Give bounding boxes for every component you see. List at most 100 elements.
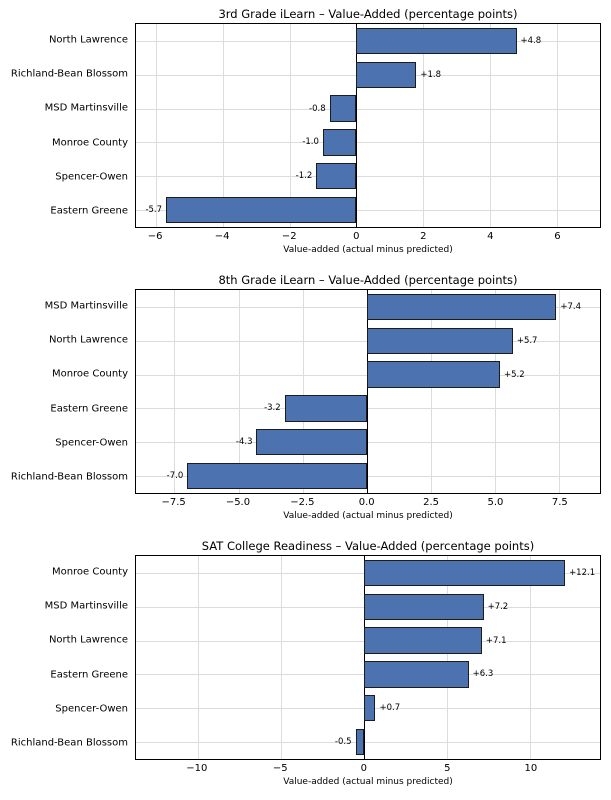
x-tick-label: 6: [554, 231, 561, 242]
y-axis-label: Richland-Bean Blossom: [10, 737, 128, 749]
chart-body: MSD Martinsville North Lawrence Monroe Cou…: [0, 289, 611, 494]
x-tick-label: 0.0: [358, 497, 375, 508]
bar: [366, 327, 513, 354]
gridline: [156, 24, 158, 227]
bar: [166, 196, 357, 224]
x-axis-title: Value-added (actual minus predicted): [283, 777, 453, 787]
value-label: +12.1: [569, 567, 596, 578]
x-tick-label: 2: [420, 231, 427, 242]
chart-title: 8th Grade iLearn – Value-Added (percenta…: [218, 273, 518, 287]
chart-sat-college-readiness: SAT College Readiness – Value-Added (per…: [0, 532, 611, 798]
bar: [329, 95, 357, 122]
gridline: [446, 556, 448, 759]
zero-line: [363, 556, 365, 759]
x-tick-label: −7.5: [161, 497, 186, 508]
bar: [316, 163, 357, 190]
plot-area: +4.8 +1.8 -0.8 -1.0 -1.2 -5.7: [135, 23, 601, 228]
gridline: [494, 290, 496, 493]
y-axis-label: MSD Martinsville: [44, 102, 128, 114]
bar: [363, 627, 482, 654]
gridline: [556, 24, 558, 227]
x-tick-label: 7.5: [551, 497, 568, 508]
x-tick-label: −6: [147, 231, 163, 242]
bar: [187, 462, 367, 490]
bar: [322, 129, 357, 156]
gridline: [136, 108, 600, 110]
gridline: [489, 24, 491, 227]
x-tick-label: 0: [360, 763, 367, 774]
y-axis-label: Eastern Greene: [50, 205, 128, 217]
bar: [366, 361, 500, 388]
x-tick-label: −10: [186, 763, 208, 774]
bar: [355, 728, 364, 756]
y-axis-labels: Monroe County MSD Martinsville North Lawre…: [0, 555, 135, 760]
y-axis-label: MSD Martinsville: [44, 600, 128, 612]
gridline: [222, 24, 224, 227]
chart-3rd-grade-ilearn: 3rd Grade iLearn – Value-Added (percenta…: [0, 0, 611, 266]
value-label: -0.5: [334, 737, 352, 748]
plot-area: +7.4 +5.7 +5.2 -3.2 -4.3 -7.0: [135, 289, 601, 494]
y-axis-label: Spencer-Owen: [55, 437, 128, 449]
gridline: [136, 176, 600, 178]
value-label: -4.3: [235, 437, 253, 448]
bar: [356, 61, 417, 88]
y-axis-label: North Lawrence: [48, 34, 128, 46]
bar: [363, 559, 566, 587]
y-axis-label: North Lawrence: [48, 634, 128, 646]
x-tick-label: −5.0: [225, 497, 251, 508]
y-axis-label: Monroe County: [51, 368, 128, 380]
x-tick-label: 0: [353, 231, 360, 242]
gridline: [136, 408, 600, 410]
chart-title: SAT College Readiness – Value-Added (per…: [201, 539, 535, 553]
value-label: -1.2: [295, 171, 313, 182]
y-axis-label: MSD Martinsville: [44, 300, 128, 312]
x-tick-label: 2.5: [423, 497, 440, 508]
value-label: +4.8: [520, 35, 542, 46]
value-label: -3.2: [264, 403, 281, 414]
bar: [363, 593, 484, 620]
bar: [284, 395, 367, 422]
x-tick-label: −4: [214, 231, 230, 242]
gridline: [136, 442, 600, 444]
value-label: +7.4: [560, 301, 582, 312]
y-axis-label: Monroe County: [51, 137, 128, 149]
value-label: +5.7: [516, 335, 538, 346]
bar: [356, 27, 517, 55]
gridline: [430, 290, 432, 493]
value-label: -5.7: [145, 205, 163, 216]
chart-body: North Lawrence Richland-Bean Blossom MSD M…: [0, 23, 611, 228]
y-axis-label: Richland-Bean Blossom: [10, 471, 128, 483]
x-axis-ticks: −10 −5 0 5 10: [135, 760, 601, 776]
y-axis-label: Spencer-Owen: [55, 171, 128, 183]
gridline: [558, 290, 560, 493]
y-axis-label: Eastern Greene: [50, 403, 128, 415]
y-axis-labels: MSD Martinsville North Lawrence Monroe Cou…: [0, 289, 135, 494]
bar: [363, 695, 376, 722]
bar: [256, 429, 367, 456]
value-label: +5.2: [504, 369, 525, 380]
gridline: [174, 290, 176, 493]
x-tick-label: −5: [272, 763, 288, 774]
y-axis-labels: North Lawrence Richland-Bean Blossom MSD M…: [0, 23, 135, 228]
y-axis-label: Richland-Bean Blossom: [10, 68, 128, 80]
gridline: [238, 290, 240, 493]
value-label: +7.1: [485, 635, 507, 646]
x-tick-label: 5.0: [487, 497, 504, 508]
gridline: [280, 556, 282, 759]
x-axis-ticks: −6 −4 −2 0 2 4 6: [135, 228, 601, 244]
gridline: [302, 290, 304, 493]
gridline: [197, 556, 199, 759]
gridline: [136, 742, 600, 744]
x-tick-label: 4: [487, 231, 494, 242]
value-label: -7.0: [166, 471, 184, 482]
value-label: +0.7: [379, 703, 401, 714]
y-axis-label: Monroe County: [51, 566, 128, 578]
x-axis-title: Value-added (actual minus predicted): [283, 511, 453, 521]
y-axis-label: Spencer-Owen: [55, 703, 128, 715]
bar: [363, 661, 469, 688]
x-axis-title: Value-added (actual minus predicted): [283, 245, 453, 255]
y-axis-label: Eastern Greene: [50, 669, 128, 681]
gridline: [289, 24, 291, 227]
gridline: [136, 142, 600, 144]
